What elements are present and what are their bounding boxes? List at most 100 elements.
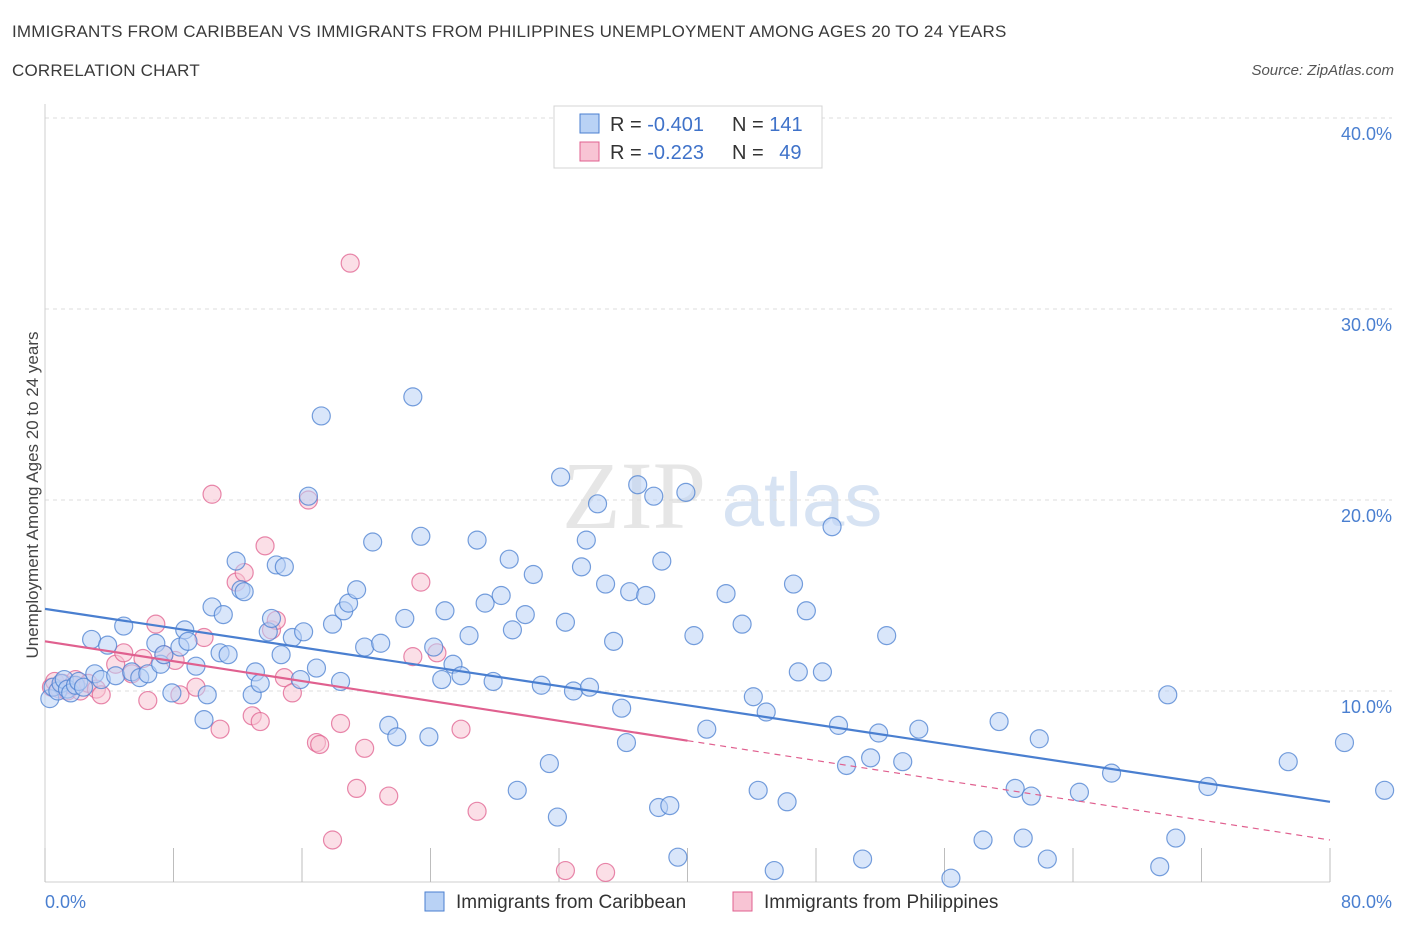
caribbean-point xyxy=(419,727,439,747)
caribbean-point xyxy=(1278,752,1298,772)
caribbean-point xyxy=(1166,828,1186,848)
caribbean-point xyxy=(459,626,479,646)
stats-n-value-philippines: 49 xyxy=(779,142,801,164)
trend-line-philippines-extension xyxy=(687,740,1331,841)
svg-text:N = 141: N = 141 xyxy=(732,114,803,136)
caribbean-point xyxy=(178,631,198,651)
caribbean-point xyxy=(1101,763,1122,783)
caribbean-point xyxy=(777,792,797,812)
svg-text:R = -0.223: R = -0.223 xyxy=(610,142,704,164)
axes xyxy=(44,104,1331,883)
philippines-point xyxy=(403,647,423,667)
caribbean-point xyxy=(893,752,913,772)
caribbean-point xyxy=(355,637,375,657)
y-axis-title: Unemployment Among Ages 20 to 24 years xyxy=(23,332,42,659)
philippines-point xyxy=(138,690,158,711)
stats-r-label-caribbean: R = xyxy=(610,114,647,136)
caribbean-point xyxy=(106,666,126,686)
caribbean-points xyxy=(40,387,1395,888)
legend-swatch-philippines xyxy=(732,891,753,912)
caribbean-point xyxy=(941,868,961,888)
caribbean-point xyxy=(523,564,543,585)
caribbean-point xyxy=(748,780,768,800)
stats-legend: R = -0.401 N = 141 R = -0.223 N = 49 xyxy=(553,105,823,169)
philippines-point xyxy=(467,801,487,821)
stats-n-value-caribbean: 141 xyxy=(769,114,802,136)
caribbean-point xyxy=(551,467,571,487)
caribbean-point xyxy=(197,685,217,705)
caribbean-point xyxy=(852,849,873,869)
caribbean-point xyxy=(73,677,94,697)
caribbean-point xyxy=(612,698,632,718)
caribbean-point xyxy=(716,583,736,604)
caribbean-point xyxy=(989,711,1009,732)
caribbean-point xyxy=(796,601,816,621)
caribbean-point xyxy=(1005,778,1025,799)
caribbean-point xyxy=(363,532,383,552)
caribbean-point xyxy=(138,664,158,684)
stats-n-label-caribbean: N = xyxy=(732,114,769,136)
caribbean-point xyxy=(432,669,452,690)
caribbean-point xyxy=(812,662,833,682)
caribbean-point xyxy=(491,585,511,606)
caribbean-point xyxy=(620,582,640,602)
y-tick-label: 20.0% xyxy=(1341,506,1392,526)
caribbean-point xyxy=(1375,780,1395,800)
philippines-point xyxy=(210,719,230,739)
caribbean-point xyxy=(587,494,608,514)
philippines-point xyxy=(255,536,275,556)
caribbean-point xyxy=(652,551,672,571)
caribbean-point xyxy=(828,715,849,735)
caribbean-point xyxy=(973,830,993,850)
caribbean-point xyxy=(697,719,717,739)
stats-r-value-caribbean: -0.401 xyxy=(647,114,704,136)
chart-title: IMMIGRANTS FROM CARIBBEAN VS IMMIGRANTS … xyxy=(12,22,1007,41)
philippines-point xyxy=(411,572,431,592)
source-label: Source: ZipAtlas.com xyxy=(1251,62,1394,79)
caribbean-point xyxy=(387,727,407,747)
caribbean-point xyxy=(732,614,752,634)
caribbean-point xyxy=(467,530,487,550)
caribbean-point xyxy=(539,753,559,774)
gridlines xyxy=(45,117,1392,692)
caribbean-point xyxy=(571,557,592,577)
caribbean-point xyxy=(403,387,423,407)
stats-swatch-caribbean xyxy=(579,113,600,134)
caribbean-point xyxy=(194,710,214,730)
svg-text:R = -0.401: R = -0.401 xyxy=(610,114,704,136)
caribbean-point xyxy=(298,486,319,506)
caribbean-point xyxy=(743,687,763,707)
philippines-point xyxy=(330,713,351,734)
caribbean-point xyxy=(676,482,696,502)
philippines-point xyxy=(322,830,343,850)
x-tick-label-min: 0.0% xyxy=(45,892,86,912)
caribbean-point xyxy=(1021,786,1041,806)
caribbean-point xyxy=(274,557,294,577)
caribbean-point xyxy=(435,601,455,621)
caribbean-point xyxy=(261,608,282,629)
series-legend: Immigrants from Caribbean Immigrants fro… xyxy=(424,891,998,913)
caribbean-point xyxy=(499,549,519,569)
caribbean-point xyxy=(502,620,523,640)
caribbean-point xyxy=(226,551,246,571)
y-tick-label: 10.0% xyxy=(1341,697,1392,717)
caribbean-point xyxy=(1013,828,1033,848)
caribbean-point xyxy=(1198,776,1218,797)
caribbean-point xyxy=(271,645,291,665)
caribbean-point xyxy=(764,860,784,881)
caribbean-point xyxy=(628,475,648,495)
caribbean-point xyxy=(1334,732,1355,753)
x-tick-label-max: 80.0% xyxy=(1341,892,1392,912)
philippines-point xyxy=(347,778,367,799)
philippines-point xyxy=(250,711,270,732)
caribbean-point xyxy=(644,486,664,506)
caribbean-point xyxy=(306,658,327,678)
caribbean-point xyxy=(424,637,444,657)
philippines-point xyxy=(555,860,576,881)
caribbean-point xyxy=(294,622,314,642)
stats-n-label-philippines: N = xyxy=(732,142,769,164)
y-tick-labels: 10.0% 20.0% 30.0% 40.0% xyxy=(1341,124,1392,717)
y-tick-label: 30.0% xyxy=(1341,315,1392,335)
stats-r-label-philippines: R = xyxy=(610,142,647,164)
legend-swatch-caribbean xyxy=(424,891,445,912)
